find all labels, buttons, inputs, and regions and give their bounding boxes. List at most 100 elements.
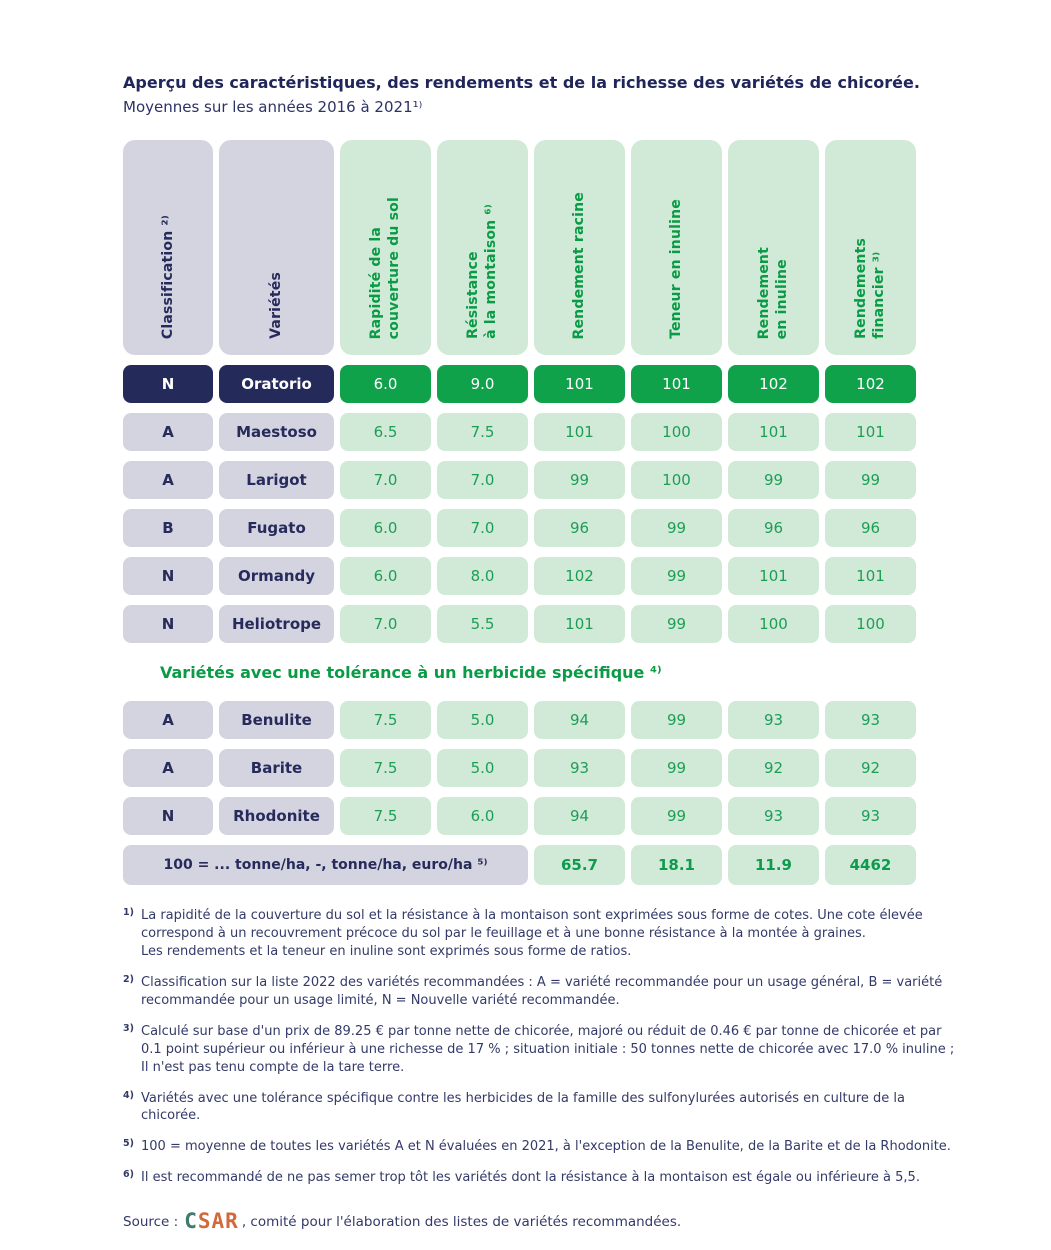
value-cell: 7.5 xyxy=(340,797,431,835)
value-cell: 5.0 xyxy=(437,749,528,787)
reference-value-cell: 18.1 xyxy=(631,845,722,885)
value-cell: 7.5 xyxy=(340,701,431,739)
footnote-1: 1) La rapidité de la couverture du sol et… xyxy=(123,907,968,961)
variety-cell: Rhodonite xyxy=(219,797,334,835)
value-cell: 101 xyxy=(534,605,625,643)
value-cell: 92 xyxy=(825,749,916,787)
value-cell: 7.0 xyxy=(340,461,431,499)
footnote-text: Calculé sur base d'un prix de 89.25 € pa… xyxy=(141,1023,955,1075)
value-cell: 93 xyxy=(825,797,916,835)
header-label: Résistance à la montaison ⁶⁾ xyxy=(465,204,500,339)
classification-cell: N xyxy=(123,797,213,835)
footnote-marker: 1) xyxy=(123,907,134,918)
value-cell: 99 xyxy=(728,461,819,499)
header-label: Classification ²⁾ xyxy=(159,214,176,339)
value-cell: 94 xyxy=(534,701,625,739)
value-cell: 101 xyxy=(825,557,916,595)
footnote-6: 6) Il est recommandé de ne pas semer trop… xyxy=(123,1169,968,1187)
variety-cell: Ormandy xyxy=(219,557,334,595)
value-cell: 96 xyxy=(825,509,916,547)
header-cell-teneur-inuline: Teneur en inuline xyxy=(631,140,722,355)
value-cell: 99 xyxy=(825,461,916,499)
value-cell: 8.0 xyxy=(437,557,528,595)
header-label: Rendement en inuline xyxy=(756,246,791,339)
value-cell: 99 xyxy=(631,797,722,835)
header-cell-classification: Classification ²⁾ xyxy=(123,140,213,355)
header-cell-rapidite-couverture: Rapidité de la couverture du sol xyxy=(340,140,431,355)
value-cell: 99 xyxy=(631,749,722,787)
value-cell: 101 xyxy=(631,365,722,403)
value-cell: 6.0 xyxy=(437,797,528,835)
footnote-5: 5) 100 = moyenne de toutes les variétés A… xyxy=(123,1138,968,1156)
value-cell: 101 xyxy=(534,413,625,451)
footnote-3: 3) Calculé sur base d'un prix de 89.25 € … xyxy=(123,1023,968,1077)
variety-cell: Fugato xyxy=(219,509,334,547)
value-cell: 7.0 xyxy=(437,509,528,547)
header-label: Rendements financier ³⁾ xyxy=(853,238,888,339)
value-cell: 6.5 xyxy=(340,413,431,451)
header-cell-varietes: Variétés xyxy=(219,140,334,355)
csar-logo-c: C xyxy=(184,1209,198,1234)
value-cell: 99 xyxy=(631,509,722,547)
value-cell: 100 xyxy=(825,605,916,643)
value-cell: 93 xyxy=(534,749,625,787)
varieties-table: Classification ²⁾ Variétés Rapidité de l… xyxy=(123,140,916,885)
value-cell: 100 xyxy=(631,461,722,499)
reference-value-cell: 65.7 xyxy=(534,845,625,885)
footnote-marker: 6) xyxy=(123,1169,134,1181)
value-cell: 102 xyxy=(825,365,916,403)
value-cell: 101 xyxy=(825,413,916,451)
header-cell-resistance-montaison: Résistance à la montaison ⁶⁾ xyxy=(437,140,528,355)
footnote-text: 100 = moyenne de toutes les variétés A e… xyxy=(141,1139,951,1155)
footnote-marker: 4) xyxy=(123,1089,134,1101)
header-label: Rendement racine xyxy=(571,191,588,340)
value-cell: 102 xyxy=(534,557,625,595)
value-cell: 93 xyxy=(728,701,819,739)
footnote-text: La rapidité de la couverture du sol et l… xyxy=(141,908,923,959)
header-cell-rendements-financier: Rendements financier ³⁾ xyxy=(825,140,916,355)
source-prefix: Source : xyxy=(123,1213,179,1230)
report-figure: Aperçu des caractéristiques, des rendeme… xyxy=(123,73,954,1232)
reference-row-label: 100 = ... tonne/ha, -, tonne/ha, euro/ha… xyxy=(123,845,528,885)
value-cell: 5.5 xyxy=(437,605,528,643)
value-cell: 94 xyxy=(534,797,625,835)
value-cell: 92 xyxy=(728,749,819,787)
classification-cell: N xyxy=(123,557,213,595)
value-cell: 5.0 xyxy=(437,701,528,739)
classification-cell: A xyxy=(123,749,213,787)
footnote-marker: 3) xyxy=(123,1022,134,1034)
value-cell: 101 xyxy=(534,365,625,403)
footnotes: 1) La rapidité de la couverture du sol et… xyxy=(123,907,968,1187)
value-cell: 93 xyxy=(728,797,819,835)
value-cell: 102 xyxy=(728,365,819,403)
footnote-marker: 5) xyxy=(123,1138,134,1150)
reference-value-cell: 11.9 xyxy=(728,845,819,885)
value-cell: 7.5 xyxy=(437,413,528,451)
footnote-text: Il est recommandé de ne pas semer trop t… xyxy=(141,1170,920,1186)
reference-value-cell: 4462 xyxy=(825,845,916,885)
classification-cell: N xyxy=(123,365,213,403)
value-cell: 99 xyxy=(534,461,625,499)
source-line: Source : CSAR , comité pour l'élaboratio… xyxy=(123,1211,933,1232)
variety-cell: Maestoso xyxy=(219,413,334,451)
footnote-marker: 2) xyxy=(123,973,134,985)
header-label: Teneur en inuline xyxy=(668,199,685,339)
value-cell: 7.0 xyxy=(437,461,528,499)
value-cell: 99 xyxy=(631,701,722,739)
csar-logo: CSAR xyxy=(184,1211,239,1232)
csar-logo-sar: SAR xyxy=(197,1209,239,1234)
value-cell: 6.0 xyxy=(340,557,431,595)
value-cell: 99 xyxy=(631,557,722,595)
classification-cell: B xyxy=(123,509,213,547)
header-cell-rendement-inuline: Rendement en inuline xyxy=(728,140,819,355)
header-label: Variétés xyxy=(268,272,285,339)
value-cell: 6.0 xyxy=(340,365,431,403)
footnote-text: Variétés avec une tolérance spécifique c… xyxy=(141,1090,905,1124)
variety-cell: Barite xyxy=(219,749,334,787)
header-label: Rapidité de la couverture du sol xyxy=(368,196,403,339)
footnote-2: 2) Classification sur la liste 2022 des v… xyxy=(123,974,968,1010)
value-cell: 9.0 xyxy=(437,365,528,403)
variety-cell: Larigot xyxy=(219,461,334,499)
value-cell: 96 xyxy=(728,509,819,547)
value-cell: 100 xyxy=(728,605,819,643)
